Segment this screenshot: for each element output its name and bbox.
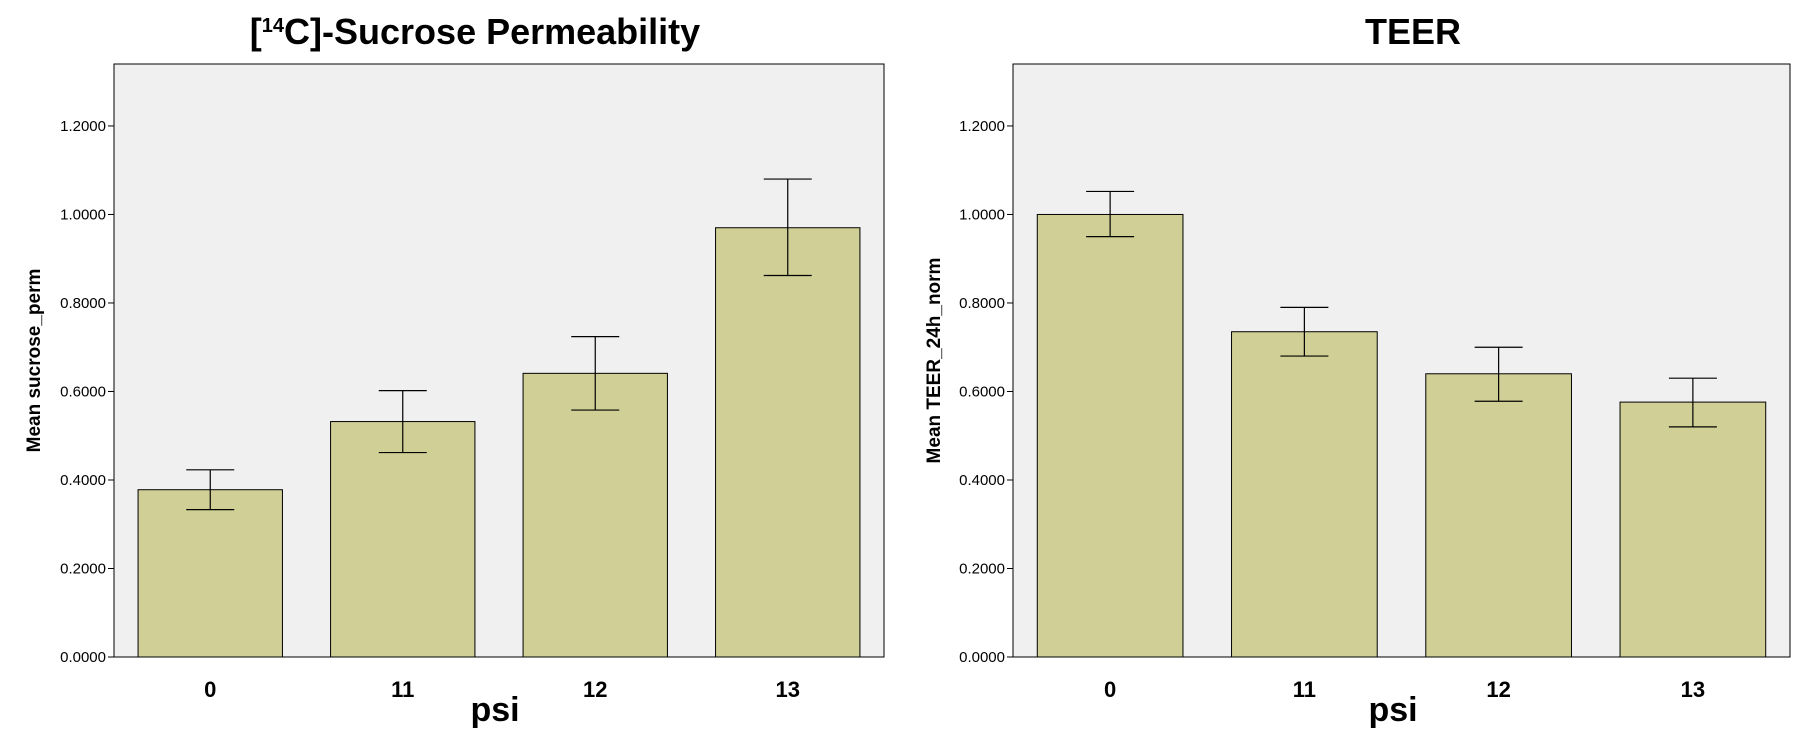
bar-11 (330, 421, 476, 658)
y-axis-label: Mean sucrose_perm (24, 269, 45, 453)
bar-13 (715, 227, 861, 658)
y-tick-label: 0.6000 (959, 383, 1005, 400)
error-bar-12 (571, 336, 620, 411)
x-axis-label: psi (1368, 691, 1417, 729)
y-tick-label: 0.2000 (959, 560, 1005, 577)
bar-11 (1231, 331, 1378, 658)
y-tick-label: 1.0000 (60, 206, 106, 223)
y-tick-label: 0.2000 (60, 560, 106, 577)
error-bar-13 (763, 178, 812, 277)
chart-title: [14C]-Sucrose Permeability (250, 11, 700, 52)
x-axis-label: psi (470, 691, 519, 729)
chart-title: TEER (1365, 11, 1461, 52)
bar-0 (1036, 213, 1184, 658)
x-tick-label: 13 (1681, 677, 1705, 702)
x-tick-label: 12 (583, 677, 607, 702)
y-tick-label: 0.6000 (60, 383, 106, 400)
bar-12 (522, 372, 668, 658)
y-tick-label: 1.2000 (60, 118, 106, 135)
x-tick-label: 12 (1486, 677, 1510, 702)
y-tick-label: 0.8000 (60, 295, 106, 312)
bar-0 (137, 489, 283, 658)
y-tick-label: 0.4000 (60, 472, 106, 489)
bar-12 (1425, 373, 1572, 658)
y-axis-label: Mean TEER_24h_norm (924, 258, 945, 464)
x-tick-label: 0 (1104, 677, 1116, 702)
chart-title-text: TEER (1365, 11, 1461, 52)
error-bar-13 (1668, 377, 1717, 428)
x-tick-label: 11 (1293, 677, 1316, 702)
error-bar-0 (186, 469, 235, 511)
chart-title-text: [ (250, 11, 262, 52)
error-bar-12 (1474, 346, 1523, 402)
y-tick-label: 0.8000 (959, 295, 1005, 312)
y-tick-label: 0.0000 (60, 649, 106, 666)
chart-title-superscript: 14 (262, 15, 285, 37)
x-tick-label: 0 (204, 677, 216, 702)
chart-sucrose-permeability: [14C]-Sucrose Permeability Mean sucrose_p… (24, 11, 885, 729)
error-bar-11 (378, 389, 427, 454)
error-bar-0 (1086, 190, 1135, 238)
x-tick-label: 11 (391, 677, 414, 702)
y-tick-label: 0.4000 (959, 472, 1005, 489)
y-tick-label: 1.0000 (959, 206, 1005, 223)
error-bar-11 (1280, 306, 1329, 357)
y-tick-label: 1.2000 (959, 118, 1005, 135)
x-tick-label: 13 (776, 677, 800, 702)
y-tick-label: 0.0000 (959, 649, 1005, 666)
bar-13 (1619, 401, 1767, 658)
chart-title-text: C]-Sucrose Permeability (284, 11, 700, 52)
